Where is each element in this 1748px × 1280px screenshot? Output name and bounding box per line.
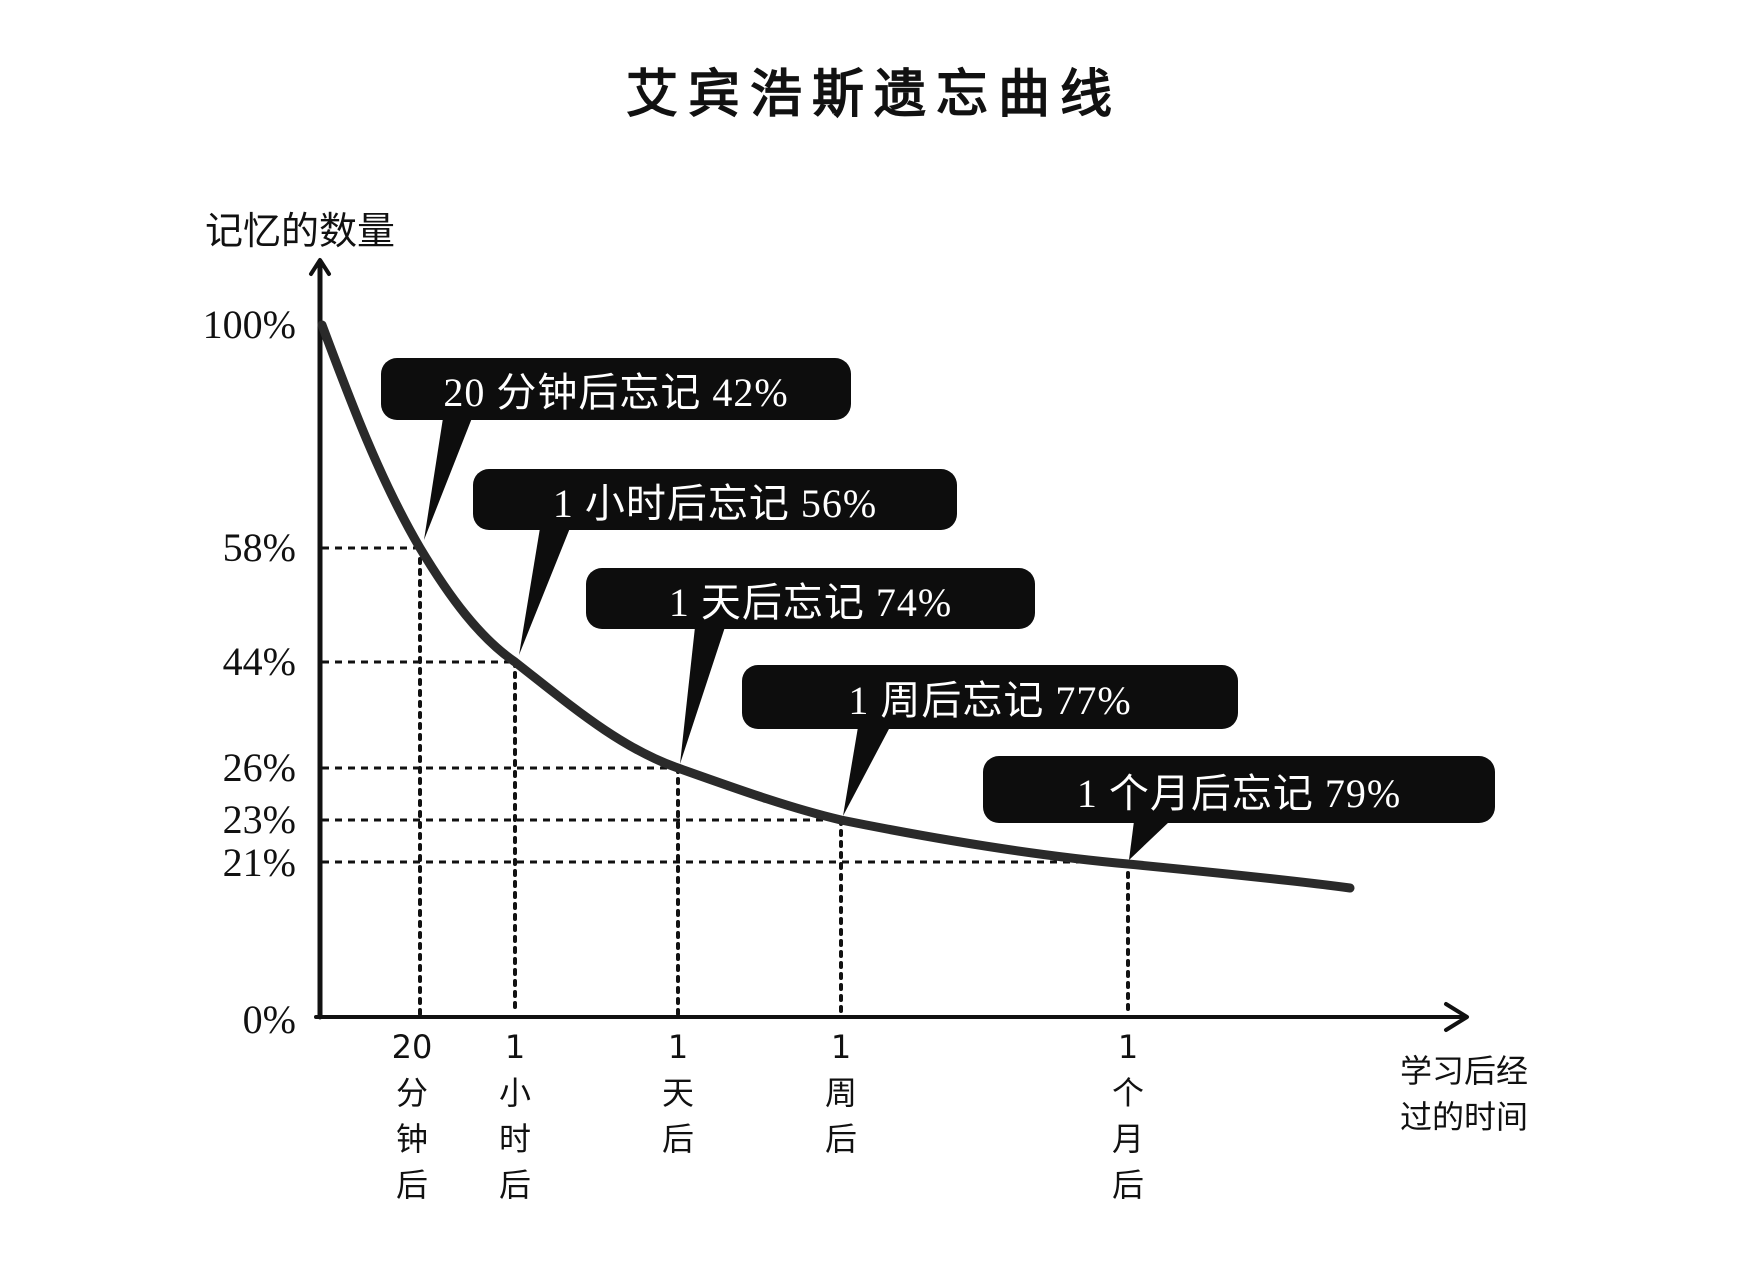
annotation-bubble-20min: 20 分钟后忘记 42% <box>381 358 851 420</box>
y-tick-44: 44% <box>222 639 296 684</box>
vertical-guides <box>418 546 1130 1016</box>
x-tick-20min: 20 分 钟 后 <box>382 1024 442 1208</box>
y-axis-label: 记忆的数量 <box>205 209 396 253</box>
x-tick-1month: 1 个 月 后 <box>1098 1024 1158 1208</box>
bubble-text: 1 周后忘记 77% <box>848 678 1132 723</box>
bubble-pointers <box>424 418 1170 860</box>
axes <box>309 258 1469 1032</box>
bubble-text: 1 天后忘记 74% <box>668 579 953 625</box>
annotation-bubble-1hour: 1 小时后忘记 56% <box>473 469 957 530</box>
x-tick-char: 后 <box>395 1166 428 1204</box>
x-tick-char: 钟 <box>395 1120 428 1158</box>
x-tick-char: 时 <box>498 1120 531 1158</box>
pointer-1hour <box>519 528 570 655</box>
y-tick-0: 0% <box>242 997 296 1042</box>
x-tick-number: 20 <box>391 1028 433 1066</box>
bubble-text: 1 小时后忘记 56% <box>552 480 878 526</box>
pointer-1week <box>843 727 890 816</box>
x-tick-1day: 1 天 后 <box>648 1024 708 1162</box>
x-tick-char: 个 <box>1111 1074 1144 1112</box>
x-tick-char: 分 <box>395 1074 428 1112</box>
x-tick-char: 周 <box>824 1074 857 1112</box>
pointer-1day <box>680 627 725 764</box>
x-tick-number: 1 <box>504 1028 526 1066</box>
x-tick-char: 月 <box>1111 1120 1144 1158</box>
annotation-bubble-1day: 1 天后忘记 74% <box>586 568 1035 629</box>
y-axis-arrow-icon <box>309 258 331 276</box>
y-tick-26: 26% <box>222 745 296 790</box>
x-tick-number: 1 <box>667 1028 689 1066</box>
x-tick-number: 1 <box>1117 1028 1139 1066</box>
x-tick-char: 天 <box>661 1074 694 1112</box>
y-tick-21: 21% <box>222 840 296 885</box>
x-tick-char: 小 <box>498 1074 531 1112</box>
x-tick-char: 后 <box>824 1120 857 1158</box>
bubble-text: 20 分钟后忘记 42% <box>443 370 789 415</box>
x-tick-1hour: 1 小 时 后 <box>485 1024 545 1208</box>
y-tick-100: 100% <box>202 302 296 347</box>
x-tick-1week: 1 周 后 <box>811 1024 871 1162</box>
chart-title: 艾宾浩斯遗忘曲线 <box>625 65 1122 125</box>
x-tick-char: 后 <box>498 1166 531 1204</box>
y-tick-58: 58% <box>222 525 296 570</box>
y-tick-23: 23% <box>222 797 296 842</box>
x-axis-arrow-icon <box>1444 1002 1469 1032</box>
x-tick-number: 1 <box>830 1028 852 1066</box>
x-tick-char: 后 <box>1111 1166 1144 1204</box>
annotation-bubble-1month: 1 个月后忘记 79% <box>983 756 1495 823</box>
x-tick-char: 后 <box>661 1120 694 1158</box>
bubble-text: 1 个月后忘记 79% <box>1076 770 1402 816</box>
pointer-1month <box>1129 821 1170 860</box>
x-axis-label-line1: 学习后经 <box>1400 1052 1529 1090</box>
annotation-bubble-1week: 1 周后忘记 77% <box>742 665 1238 729</box>
x-axis-label-line2: 过的时间 <box>1400 1098 1529 1136</box>
pointer-20min <box>424 418 472 540</box>
forgetting-curve <box>317 320 1355 893</box>
x-axis-label: 学习后经 过的时间 <box>1400 1048 1528 1140</box>
